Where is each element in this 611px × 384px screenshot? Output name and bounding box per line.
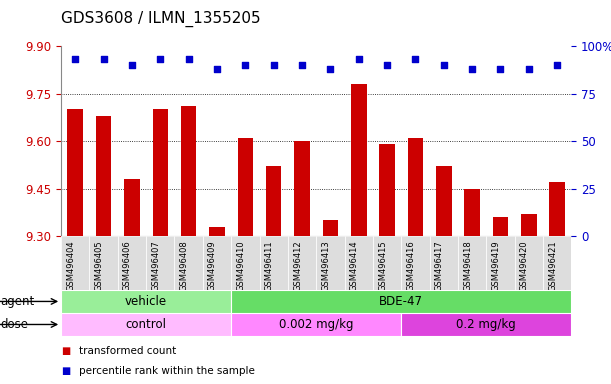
Point bbox=[552, 62, 562, 68]
Bar bbox=[61, 290, 231, 313]
Bar bbox=[61, 313, 231, 336]
Text: GSM496407: GSM496407 bbox=[152, 240, 160, 291]
Text: GSM496406: GSM496406 bbox=[123, 240, 132, 291]
Point bbox=[212, 66, 222, 72]
Text: GDS3608 / ILMN_1355205: GDS3608 / ILMN_1355205 bbox=[61, 11, 261, 27]
Text: GSM496410: GSM496410 bbox=[236, 240, 246, 291]
Point bbox=[155, 56, 165, 63]
Bar bbox=[146, 236, 175, 290]
Point bbox=[411, 56, 420, 63]
Bar bbox=[288, 236, 316, 290]
Bar bbox=[316, 236, 345, 290]
Point bbox=[467, 66, 477, 72]
Text: GSM496417: GSM496417 bbox=[435, 240, 444, 291]
Bar bbox=[118, 236, 146, 290]
Bar bbox=[96, 116, 111, 236]
Text: BDE-47: BDE-47 bbox=[379, 295, 423, 308]
Text: control: control bbox=[126, 318, 167, 331]
Bar bbox=[89, 236, 118, 290]
Bar bbox=[514, 236, 543, 290]
Bar bbox=[379, 144, 395, 236]
Point bbox=[269, 62, 279, 68]
Bar bbox=[323, 220, 338, 236]
Point bbox=[241, 62, 251, 68]
Bar bbox=[295, 141, 310, 236]
Text: GSM496413: GSM496413 bbox=[321, 240, 331, 291]
Text: transformed count: transformed count bbox=[79, 346, 177, 356]
Bar bbox=[436, 167, 452, 236]
Bar bbox=[61, 236, 89, 290]
Text: ■: ■ bbox=[61, 346, 70, 356]
Point bbox=[439, 62, 448, 68]
Bar bbox=[486, 236, 514, 290]
Point bbox=[354, 56, 364, 63]
Text: GSM496415: GSM496415 bbox=[378, 240, 387, 291]
Bar bbox=[153, 109, 168, 236]
Text: GSM496404: GSM496404 bbox=[66, 240, 75, 291]
Text: GSM496420: GSM496420 bbox=[520, 240, 529, 291]
Text: ■: ■ bbox=[61, 366, 70, 376]
Bar bbox=[549, 182, 565, 236]
Text: 0.002 mg/kg: 0.002 mg/kg bbox=[279, 318, 353, 331]
Bar bbox=[231, 236, 260, 290]
Point bbox=[382, 62, 392, 68]
Text: agent: agent bbox=[1, 295, 35, 308]
Bar bbox=[266, 167, 282, 236]
Bar bbox=[373, 236, 401, 290]
Bar bbox=[231, 313, 401, 336]
Text: GSM496408: GSM496408 bbox=[180, 240, 189, 291]
Text: GSM496409: GSM496409 bbox=[208, 240, 217, 291]
Bar bbox=[238, 138, 253, 236]
Point bbox=[297, 62, 307, 68]
Bar bbox=[67, 109, 83, 236]
Bar bbox=[458, 236, 486, 290]
Point bbox=[326, 66, 335, 72]
Bar bbox=[492, 217, 508, 236]
Bar bbox=[203, 236, 231, 290]
Bar bbox=[430, 236, 458, 290]
Point bbox=[70, 56, 80, 63]
Text: GSM496412: GSM496412 bbox=[293, 240, 302, 291]
Point bbox=[127, 62, 137, 68]
Point bbox=[524, 66, 533, 72]
Bar bbox=[181, 106, 197, 236]
Text: vehicle: vehicle bbox=[125, 295, 167, 308]
Bar bbox=[175, 236, 203, 290]
Bar bbox=[401, 236, 430, 290]
Bar bbox=[209, 227, 225, 236]
Text: GSM496419: GSM496419 bbox=[491, 240, 500, 291]
Text: GSM496421: GSM496421 bbox=[548, 240, 557, 291]
Bar bbox=[401, 313, 571, 336]
Bar bbox=[124, 179, 140, 236]
Text: GSM496405: GSM496405 bbox=[95, 240, 104, 291]
Text: 0.2 mg/kg: 0.2 mg/kg bbox=[456, 318, 516, 331]
Point bbox=[184, 56, 194, 63]
Bar bbox=[351, 84, 367, 236]
Bar bbox=[521, 214, 536, 236]
Text: GSM496416: GSM496416 bbox=[406, 240, 415, 291]
Text: GSM496418: GSM496418 bbox=[463, 240, 472, 291]
Bar bbox=[231, 290, 571, 313]
Bar bbox=[260, 236, 288, 290]
Point bbox=[496, 66, 505, 72]
Bar bbox=[408, 138, 423, 236]
Text: GSM496414: GSM496414 bbox=[349, 240, 359, 291]
Text: dose: dose bbox=[1, 318, 29, 331]
Bar bbox=[464, 189, 480, 236]
Bar bbox=[543, 236, 571, 290]
Bar bbox=[345, 236, 373, 290]
Text: percentile rank within the sample: percentile rank within the sample bbox=[79, 366, 255, 376]
Text: GSM496411: GSM496411 bbox=[265, 240, 274, 291]
Point bbox=[99, 56, 109, 63]
